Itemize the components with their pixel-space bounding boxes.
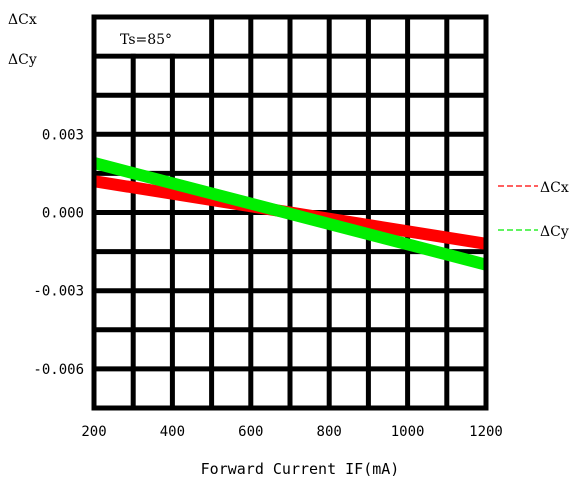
plot-frame [91,14,489,411]
series-layer [92,157,488,271]
x-tick-label: 800 [317,424,342,440]
legend-label-dcx: ΔCx [540,180,569,196]
y-tick-label: -0.006 [33,362,84,378]
x-tick-label: 1200 [469,424,503,440]
x-tick-label: 200 [81,424,106,440]
legend: ΔCx ΔCy [498,180,569,240]
series-line-dcy [92,157,488,271]
y-label-line-1: ΔCx [8,12,37,28]
x-tick-label: 600 [238,424,263,440]
legend-label-dcy: ΔCy [540,224,569,240]
annotation-text: Ts=85° [120,32,172,48]
y-tick-labels: 0.003 0.000 -0.003 -0.006 [33,127,84,378]
y-label-line-2: ΔCy [8,52,37,68]
x-tick-labels: 200 400 600 800 1000 1200 [81,424,503,440]
x-tick-label: 1000 [391,424,425,440]
y-tick-label: 0.003 [42,127,84,143]
annotation-box [96,19,210,54]
x-tick-label: 400 [160,424,185,440]
y-tick-label: 0.000 [42,206,84,222]
grid [94,17,486,408]
x-axis-label: Forward Current IF(mA) [201,460,400,478]
y-tick-label: -0.003 [33,284,84,300]
